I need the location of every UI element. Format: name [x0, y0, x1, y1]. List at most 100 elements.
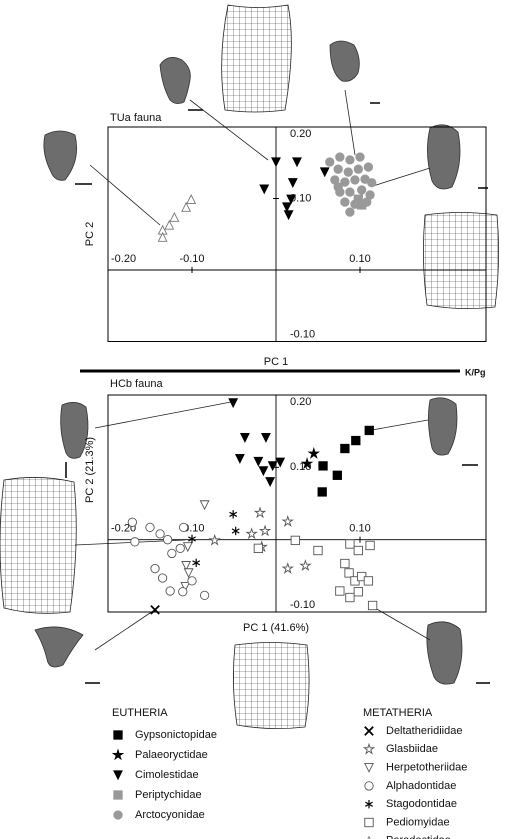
data-point [281, 515, 294, 527]
data-point [345, 155, 355, 165]
legend-marker [113, 730, 123, 740]
data-point [343, 167, 353, 177]
x-tick-label: 0.10 [349, 523, 370, 535]
data-point [283, 210, 294, 221]
data-point [265, 477, 276, 488]
x-tick-label: -0.20 [111, 253, 136, 265]
data-point [365, 540, 375, 551]
leader-line [344, 89, 356, 156]
data-point [167, 548, 177, 559]
legend-marker [367, 835, 371, 839]
x-axis-label: PC 1 [264, 356, 288, 368]
data-point [364, 425, 374, 436]
data-point [325, 157, 335, 167]
deformation-grid [423, 212, 499, 309]
data-point [245, 527, 258, 540]
deformation-grid [221, 4, 292, 113]
data-point [187, 576, 197, 586]
data-point [300, 457, 314, 470]
data-point [253, 456, 264, 467]
data-point [199, 500, 210, 511]
data-point [181, 201, 192, 212]
leader-line [371, 419, 429, 431]
data-point [169, 211, 180, 222]
boundary-label: K/Pg [465, 367, 486, 377]
data-point [182, 542, 193, 553]
data-point [150, 604, 160, 615]
data-point [363, 576, 374, 586]
data-point [239, 433, 250, 443]
legend-label: Peradectidae [386, 835, 451, 839]
data-point [357, 185, 367, 195]
data-point [281, 562, 294, 574]
data-point [340, 197, 350, 207]
data-point [292, 157, 302, 168]
data-point [183, 568, 194, 579]
x-tick-label: 0.10 [349, 253, 370, 265]
legend-marker [365, 800, 373, 809]
leader-line [94, 401, 232, 429]
data-point [260, 433, 271, 443]
legend-label: Gypsonictopidae [135, 729, 217, 741]
data-point [155, 529, 165, 539]
data-point [344, 568, 354, 578]
tooth-image [34, 626, 84, 668]
chart-title: HCb fauna [110, 378, 163, 390]
data-point [281, 202, 292, 213]
legend-label: Pediomyidae [386, 816, 450, 828]
legend-label: Herpetotheriidae [386, 762, 467, 774]
tooth-image [427, 124, 461, 190]
data-point [299, 559, 312, 571]
data-point [192, 558, 201, 568]
data-point [229, 510, 238, 519]
data-point [130, 537, 140, 547]
legend-group-title: METATHERIA [363, 707, 433, 719]
y-tick-label: 0.20 [290, 396, 311, 408]
data-point [228, 398, 239, 409]
data-point [313, 545, 323, 556]
deformation-grid [233, 642, 310, 729]
data-point [367, 178, 377, 188]
data-point [353, 545, 363, 556]
data-point [157, 231, 168, 242]
data-point [333, 164, 343, 174]
y-tick-label: -0.10 [290, 599, 315, 611]
data-point [353, 164, 363, 174]
legend-label: Deltatheridiidae [386, 725, 462, 737]
tooth-image [60, 402, 89, 459]
deformation-grid [0, 477, 77, 614]
legend-marker [364, 762, 374, 773]
data-point [333, 182, 343, 192]
leader-line [189, 99, 269, 161]
data-point [351, 435, 361, 446]
tooth-image [329, 40, 360, 82]
data-point [363, 162, 374, 172]
data-point [307, 447, 321, 459]
data-point [188, 534, 196, 544]
leader-line [89, 164, 161, 226]
data-point [340, 443, 350, 454]
legend-label: Palaeoryctidae [135, 749, 208, 761]
data-point [340, 177, 350, 187]
leader-line [374, 607, 431, 641]
y-tick-label: 0.20 [290, 128, 311, 140]
data-point [318, 461, 328, 471]
data-point [362, 197, 372, 207]
data-point [317, 487, 327, 497]
data-point [355, 152, 365, 162]
chart-title: TUa fauna [110, 112, 162, 124]
data-point [345, 539, 355, 549]
legend-label: Periptychidae [135, 789, 202, 801]
plot-frame [107, 126, 487, 342]
legend-marker [113, 810, 123, 820]
legend-marker [113, 770, 123, 781]
data-point [165, 586, 175, 596]
y-axis-label: PC 2 [84, 222, 96, 246]
data-point [150, 563, 160, 574]
data-point [234, 454, 245, 464]
data-point [231, 526, 240, 536]
data-point [259, 184, 270, 195]
data-point [253, 506, 267, 519]
data-point [175, 543, 185, 553]
data-point [335, 152, 345, 162]
